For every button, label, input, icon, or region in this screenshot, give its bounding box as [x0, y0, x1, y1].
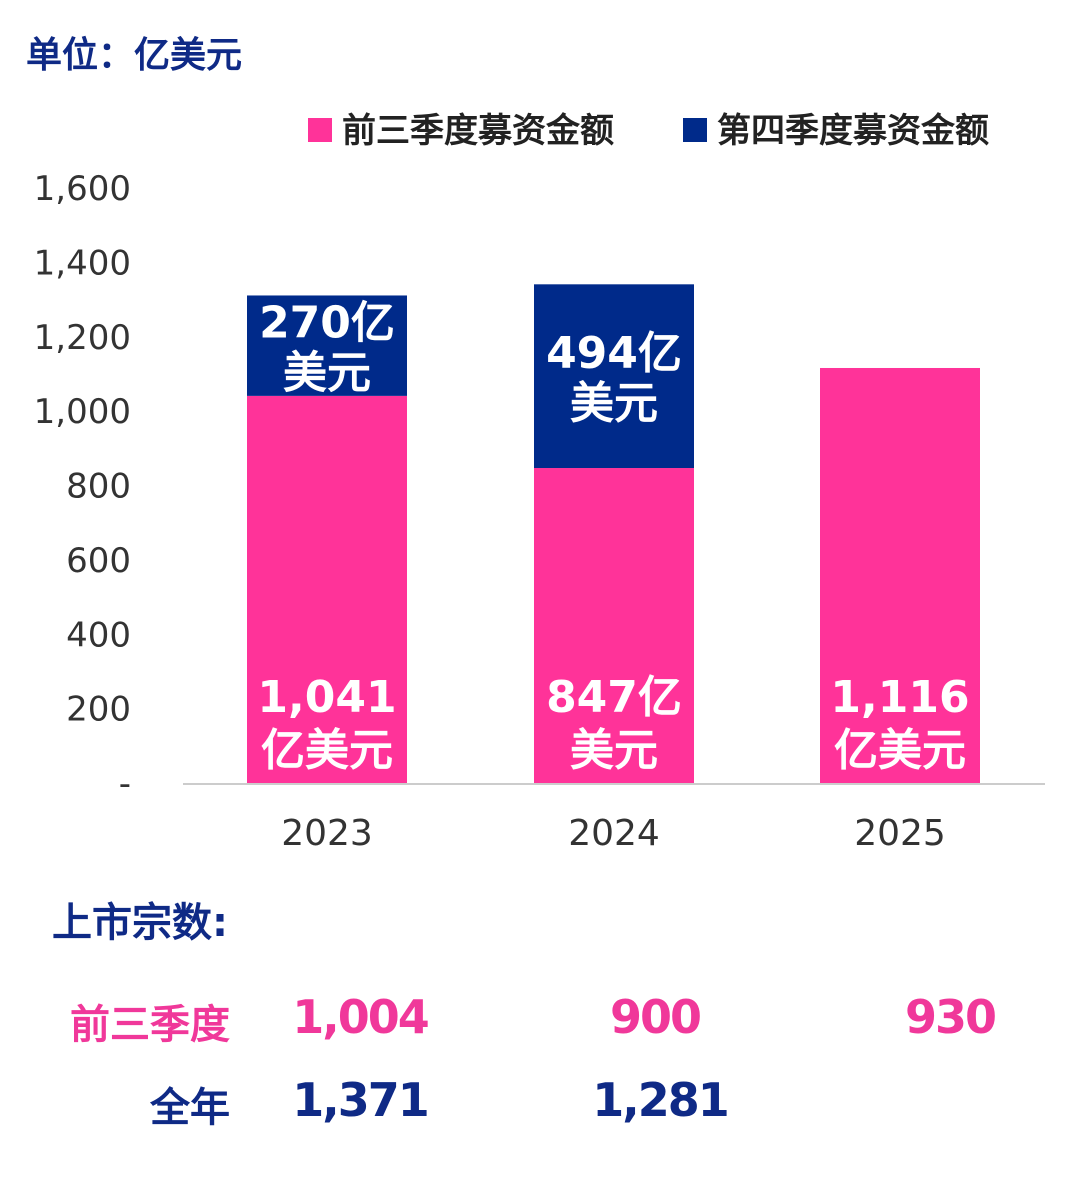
row-label-full-year: 全年	[150, 1085, 230, 1131]
data-label-2023-first-three-quarters-line1: 1,041	[257, 672, 396, 723]
x-tick-label-2024: 2024	[568, 813, 660, 854]
y-tick-label-1200: 1,200	[34, 318, 131, 358]
y-tick-label-800: 800	[66, 467, 131, 507]
bar-2025-first-three-quarters	[820, 367, 980, 783]
listing-count-2024-first-three-quarters: 900	[609, 990, 702, 1044]
legend-swatch-2	[683, 118, 707, 142]
data-label-2024-first-three-quarters-line2: 美元	[570, 725, 658, 776]
data-label-2023-fourth-quarter-line1: 270亿	[259, 298, 395, 349]
bar-2024-first-three-quarters	[534, 468, 694, 783]
legend-swatch-1	[308, 118, 332, 142]
bar-2024-fourth-quarter	[534, 284, 694, 469]
data-label-2024-first-three-quarters-line1: 847亿	[546, 672, 682, 723]
data-label-2023-first-three-quarters-line2: 亿美元	[261, 725, 393, 776]
y-tick-label-1400: 1,400	[34, 243, 131, 283]
data-label-2025-first-three-quarters-line2: 亿美元	[834, 725, 966, 776]
y-tick-label-0: -	[119, 764, 131, 804]
y-tick-label-400: 400	[66, 615, 131, 655]
listings-title: 上市宗数:	[52, 900, 228, 946]
listing-count-2024-full-year: 1,281	[592, 1073, 730, 1127]
y-tick-label-600: 600	[66, 541, 131, 581]
y-tick-label-1000: 1,000	[34, 392, 131, 432]
listing-count-2023-full-year: 1,371	[292, 1073, 430, 1127]
y-tick-label-200: 200	[66, 690, 131, 730]
data-label-2023-fourth-quarter-line2: 美元	[283, 348, 371, 399]
legend-label-1: 前三季度募资金额	[342, 111, 614, 151]
y-tick-label-1600: 1,600	[34, 169, 131, 209]
bar-2023-fourth-quarter	[247, 295, 407, 396]
bar-2023-first-three-quarters	[247, 395, 407, 783]
row-label-first-three-quarters: 前三季度	[70, 1002, 230, 1048]
x-tick-label-2025: 2025	[854, 813, 946, 854]
x-tick-label-2023: 2023	[281, 813, 373, 854]
legend-label-2: 第四季度募资金额	[717, 111, 989, 151]
listing-count-2023-first-three-quarters: 1,004	[292, 990, 430, 1044]
unit-label: 单位：亿美元	[26, 35, 243, 76]
listing-count-2025-first-three-quarters: 930	[904, 990, 997, 1044]
data-label-2025-first-three-quarters-line1: 1,116	[830, 672, 969, 723]
data-label-2024-fourth-quarter-line2: 美元	[570, 378, 658, 429]
stacked-bar-chart: 前三季度募资金额 第四季度募资金额 - 200 400 600 800 1,000 1,200 1…	[34, 111, 1045, 854]
data-label-2024-fourth-quarter-line1: 494亿	[546, 328, 682, 379]
